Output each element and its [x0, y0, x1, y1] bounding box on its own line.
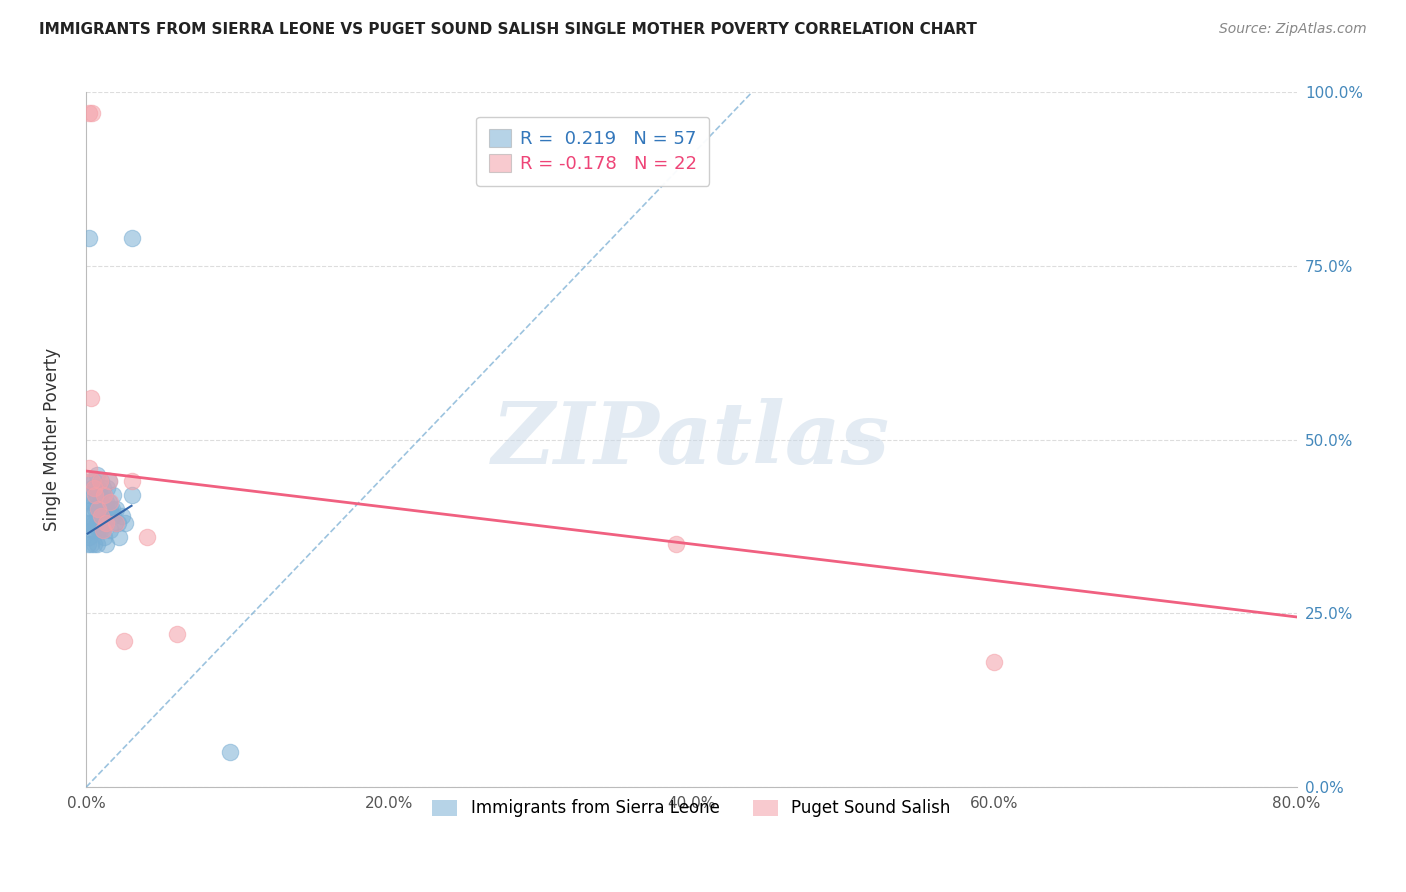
Point [79, 495, 101, 509]
Point [98, 495, 121, 509]
Point [79, 537, 101, 551]
Point [82, 475, 104, 489]
Point [86, 516, 108, 530]
Point [91, 523, 114, 537]
Point [82, 523, 104, 537]
Point [87, 482, 110, 496]
Point [83, 482, 105, 496]
Point [77, 530, 100, 544]
Point [103, 509, 125, 524]
Point [96, 502, 118, 516]
Point [94, 495, 117, 509]
Point [86, 537, 108, 551]
Y-axis label: Single Mother Poverty: Single Mother Poverty [44, 348, 60, 532]
Point [96, 482, 118, 496]
Point [93, 488, 115, 502]
Point [90, 475, 112, 489]
Point [89, 502, 111, 516]
Point [166, 627, 188, 641]
Point [89, 523, 111, 537]
Point [121, 475, 143, 489]
Point [91, 482, 114, 496]
Point [97, 495, 120, 509]
Point [86, 488, 108, 502]
Point [111, 509, 134, 524]
Legend: Immigrants from Sierra Leone, Puget Sound Salish: Immigrants from Sierra Leone, Puget Soun… [426, 793, 957, 824]
Point [79, 516, 101, 530]
Point [101, 502, 124, 516]
Point [105, 502, 128, 516]
Point [94, 537, 117, 551]
Point [218, 746, 240, 760]
Point [91, 523, 114, 537]
Point [103, 488, 125, 502]
Point [87, 523, 110, 537]
Text: IMMIGRANTS FROM SIERRA LEONE VS PUGET SOUND SALISH SINGLE MOTHER POVERTY CORRELA: IMMIGRANTS FROM SIERRA LEONE VS PUGET SO… [39, 22, 977, 37]
Point [84, 488, 107, 502]
Point [983, 655, 1005, 669]
Point [121, 231, 143, 245]
Point [97, 475, 120, 489]
Point [121, 488, 143, 502]
Point [104, 516, 127, 530]
Point [83, 516, 105, 530]
Point [87, 502, 110, 516]
Point [107, 516, 129, 530]
Point [86, 467, 108, 482]
Point [98, 502, 121, 516]
Point [84, 482, 107, 496]
Point [94, 516, 117, 530]
Point [79, 391, 101, 405]
Point [105, 516, 128, 530]
Point [90, 516, 112, 530]
Point [90, 509, 112, 524]
Point [87, 502, 110, 516]
Point [112, 634, 135, 648]
Point [665, 537, 688, 551]
Point [94, 516, 117, 530]
Point [93, 530, 115, 544]
Point [79, 475, 101, 489]
Point [76, 516, 98, 530]
Point [97, 475, 120, 489]
Point [89, 488, 111, 502]
Point [82, 482, 104, 496]
Point [108, 530, 131, 544]
Point [93, 488, 115, 502]
Point [82, 106, 104, 120]
Text: ZIPatlas: ZIPatlas [492, 398, 890, 482]
Point [84, 523, 107, 537]
Point [77, 488, 100, 502]
Point [82, 502, 104, 516]
Point [83, 537, 105, 551]
Point [93, 509, 115, 524]
Point [84, 502, 107, 516]
Text: Source: ZipAtlas.com: Source: ZipAtlas.com [1219, 22, 1367, 37]
Point [114, 516, 136, 530]
Point [77, 509, 100, 524]
Point [90, 495, 112, 509]
Point [91, 502, 114, 516]
Point [83, 475, 105, 489]
Point [76, 537, 98, 551]
Point [83, 495, 105, 509]
Point [98, 523, 121, 537]
Point [77, 460, 100, 475]
Point [89, 475, 111, 489]
Point [135, 530, 157, 544]
Point [77, 106, 100, 120]
Point [77, 231, 100, 245]
